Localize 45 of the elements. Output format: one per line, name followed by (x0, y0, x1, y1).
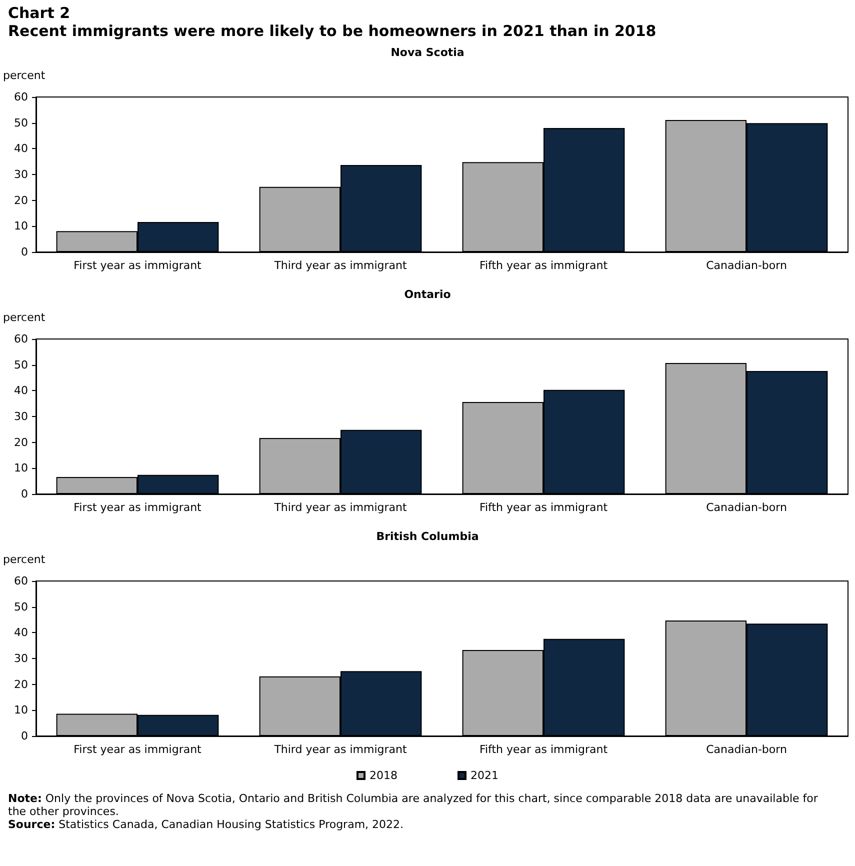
y-tick-label: 60 (14, 574, 28, 588)
y-tick-label: 30 (14, 168, 28, 181)
y-tick-label: 50 (14, 600, 28, 614)
x-tick-label: Canadian-born (706, 259, 787, 272)
x-tick-label: Fifth year as immigrant (479, 501, 608, 514)
y-tick-label: 20 (14, 678, 28, 691)
chart-title: British Columbia (376, 530, 479, 543)
y-tick-label: 50 (14, 116, 28, 130)
y-tick-label: 60 (14, 90, 28, 104)
y-tick-label: 10 (14, 462, 28, 475)
x-tick-label: First year as immigrant (74, 501, 202, 514)
y-tick-label: 20 (14, 436, 28, 449)
legend-label: 2021 (470, 769, 498, 782)
y-tick-label: 0 (21, 730, 28, 742)
x-tick-label: Third year as immigrant (273, 259, 408, 272)
y-tick-label: 60 (14, 332, 28, 346)
text: Recent immigrants were more likely to be homeowners in 2021 than in 2018 (8, 22, 658, 40)
y-tick-label: 40 (14, 626, 28, 640)
x-tick-label: First year as immigrant (74, 259, 202, 272)
y-tick-label: 0 (21, 246, 28, 258)
chart-title: Ontario (404, 288, 452, 301)
y-tick-label: 50 (14, 358, 28, 372)
legend-label: 2018 (370, 769, 398, 782)
y-axis-title: percent (3, 311, 46, 324)
x-tick-label: Canadian-born (706, 501, 787, 514)
x-tick-label: Third year as immigrant (273, 501, 408, 514)
text: Note: Only the provinces of Nova Scotia, Ontario and British Columbia are analyzed for this chart, since comparable 2018 data are unavailable for the other provinces. (8, 792, 818, 818)
text: Chart 2 (8, 4, 72, 22)
source-note: Source: Statistics Canada, Canadian Housing Statistics Program, 2022. (8, 818, 404, 831)
x-tick-label: Canadian-born (706, 743, 787, 756)
y-tick-label: 30 (14, 410, 28, 423)
y-tick-label: 10 (14, 704, 28, 717)
y-tick-label: 40 (14, 142, 28, 156)
x-tick-label: Third year as immigrant (273, 743, 408, 756)
chart-title: Nova Scotia (390, 46, 464, 59)
y-tick-label: 10 (14, 220, 28, 233)
y-tick-label: 0 (21, 488, 28, 500)
y-tick-label: 30 (14, 652, 28, 665)
y-axis-title: percent (3, 553, 46, 566)
y-tick-label: 20 (14, 194, 28, 207)
x-tick-label: Fifth year as immigrant (479, 259, 608, 272)
y-tick-label: 40 (14, 384, 28, 398)
x-tick-label: Fifth year as immigrant (479, 743, 608, 756)
x-tick-label: First year as immigrant (74, 743, 202, 756)
y-axis-title: percent (3, 69, 46, 82)
